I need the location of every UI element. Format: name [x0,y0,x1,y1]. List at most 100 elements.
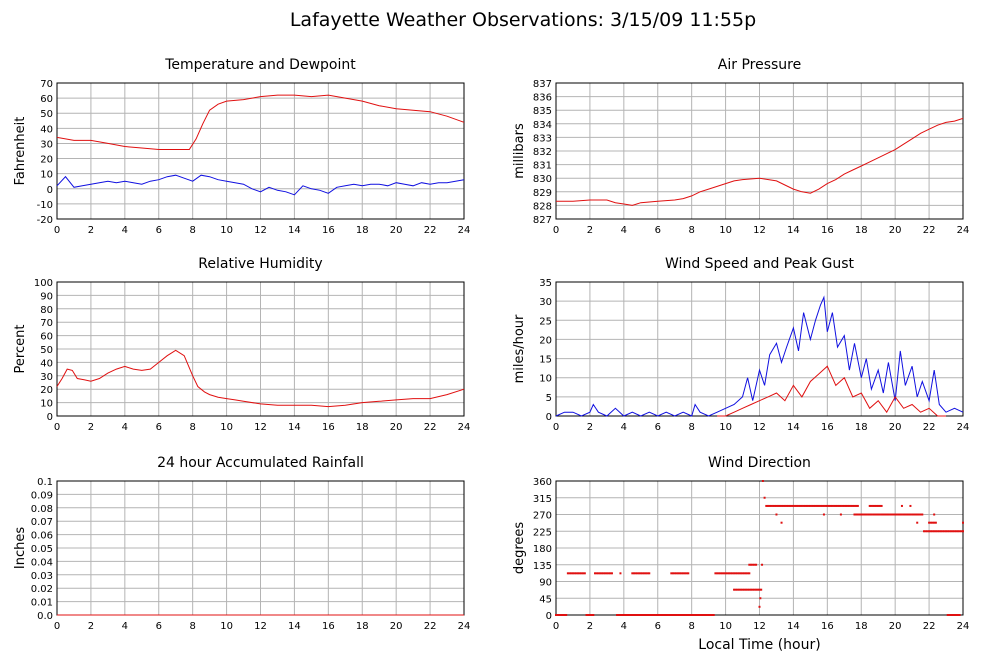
direction-point [924,530,927,533]
direction-point [892,513,895,516]
direction-point [861,513,864,516]
direction-point [911,513,914,516]
direction-point [687,614,690,616]
direction-point [755,563,758,566]
direction-point [946,614,949,616]
direction-point [736,572,739,575]
y-tick-label: 45 [539,594,552,605]
x-tick-label: 10 [719,621,732,632]
y-tick-label: 827 [533,215,552,226]
direction-point [785,504,788,507]
direction-point [805,504,808,507]
direction-point [621,614,624,616]
x-tick-label: 6 [655,422,661,433]
direction-point [945,530,948,533]
x-tick-label: 18 [855,422,868,433]
x-tick-label: 10 [719,225,732,236]
direction-point [872,513,875,516]
direction-point [775,513,778,516]
direction-point [660,614,663,616]
direction-point [617,614,620,616]
direction-point [829,504,832,507]
direction-point [931,521,934,524]
x-tick-label: 16 [322,422,335,433]
direction-point [772,504,775,507]
x-tick-label: 2 [88,422,94,433]
chart-title: Air Pressure [718,57,801,73]
direction-point [636,572,639,575]
x-tick-label: 12 [753,422,766,433]
direction-point [804,504,807,507]
y-tick-label: 20 [40,155,53,166]
direction-point [738,572,741,575]
direction-point [868,504,871,507]
direction-point [670,614,673,616]
direction-point [766,504,769,507]
direction-point [946,530,949,533]
direction-point [607,572,610,575]
y-tick-label: 0.06 [31,531,53,542]
y-tick-label: -10 [37,200,53,211]
direction-point [795,504,798,507]
direction-point [889,513,892,516]
direction-point [731,572,734,575]
direction-point [670,572,673,575]
chart-pressure: 0 2 4 6 8 10 12 14 16 18 20 22 248278288298308318328… [512,57,969,236]
x-tick-label: 14 [787,422,800,433]
direction-point [638,614,641,616]
y-tick-label: 830 [533,174,552,185]
y-tick-label: 829 [533,188,552,199]
direction-point [800,504,803,507]
series-line-0 [56,94,465,150]
direction-point [633,572,636,575]
direction-point [894,513,897,516]
direction-point [907,513,910,516]
direction-point [960,530,963,533]
direction-point [634,572,637,575]
direction-point [695,614,698,616]
x-tick-label: 14 [787,621,800,632]
y-tick-label: 90 [539,578,552,589]
direction-point [951,614,954,616]
y-tick-label: 0.03 [31,571,53,582]
x-tick-label: 2 [587,621,593,632]
direction-point [872,504,875,507]
direction-point [851,504,854,507]
direction-point [721,572,724,575]
direction-point [868,513,871,516]
direction-point [895,513,898,516]
direction-point [672,614,675,616]
direction-point [668,614,671,616]
direction-point [626,614,629,616]
x-tick-label: 22 [424,225,437,236]
y-tick-label: 135 [533,561,552,572]
y-tick-label: 10 [40,399,53,410]
series-line-1 [717,365,946,417]
direction-point [677,572,680,575]
direction-point [646,614,649,616]
direction-point [751,563,754,566]
x-tick-label: 8 [189,225,195,236]
direction-point [912,513,915,516]
direction-point [648,614,651,616]
direction-point [817,504,820,507]
x-tick-label: 20 [390,422,403,433]
direction-point [926,530,929,533]
direction-point [778,504,781,507]
direction-point [558,614,561,616]
direction-point [906,513,909,516]
direction-point [750,563,753,566]
direction-point [816,504,819,507]
direction-point [797,504,800,507]
direction-point [597,572,600,575]
direction-point [570,572,573,575]
direction-point [682,572,685,575]
x-tick-label: 16 [821,225,834,236]
direction-point [717,572,720,575]
direction-point [839,513,842,516]
y-tick-label: 0 [47,412,53,423]
direction-point [682,614,685,616]
plot-frame [555,480,964,616]
x-tick-label: 24 [458,621,471,632]
direction-point [675,614,678,616]
